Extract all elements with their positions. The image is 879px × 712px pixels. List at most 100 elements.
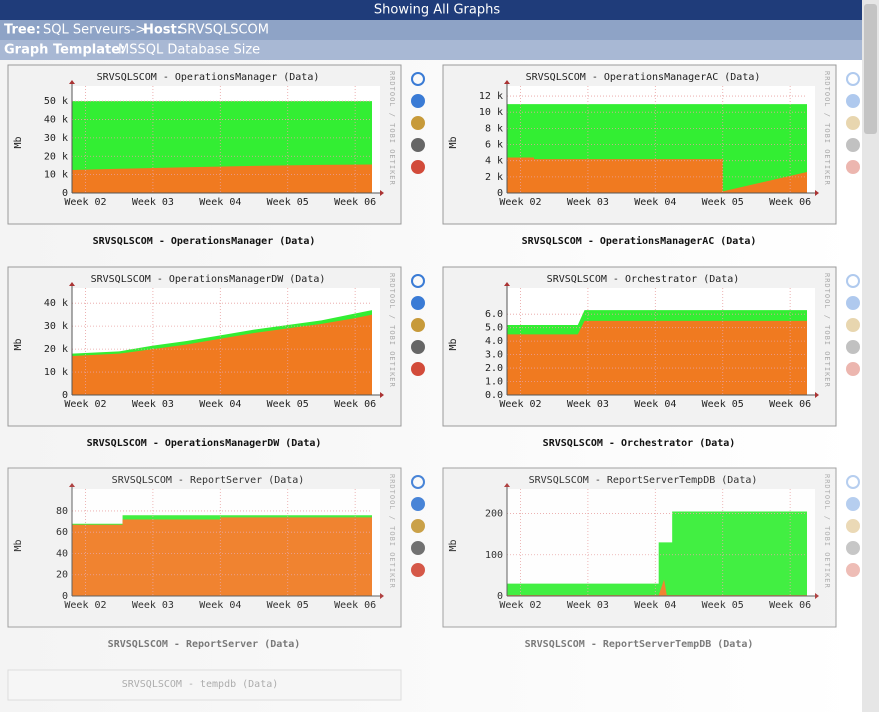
- y-tick-label: 0.0: [485, 390, 503, 401]
- y-tick-label: 60: [56, 527, 68, 538]
- graph-action-icon[interactable]: [846, 318, 860, 332]
- x-tick-label: Week 02: [499, 600, 541, 611]
- y-tick-label: 40: [56, 548, 68, 559]
- watermark: RRDTOOL / TOBI OETIKER: [388, 71, 396, 186]
- y-axis-label: Mb: [13, 136, 24, 148]
- graph-action-icon[interactable]: [411, 94, 425, 108]
- area: [72, 164, 372, 193]
- x-tick-label: Week 06: [334, 399, 376, 410]
- y-axis-label: Mb: [448, 136, 459, 148]
- graph-action-icon[interactable]: [411, 541, 425, 555]
- y-tick-label: 4 k: [485, 156, 503, 167]
- x-tick-label: Week 03: [567, 399, 609, 410]
- y-tick-label: 2 k: [485, 172, 503, 183]
- y-tick-label: 30 k: [44, 321, 68, 332]
- icon-shape: [846, 72, 860, 86]
- axis-arrow: [504, 282, 510, 286]
- icon-shape: [411, 138, 425, 152]
- graph-action-icon[interactable]: [846, 541, 860, 555]
- graph-action-icon[interactable]: [411, 563, 425, 577]
- page-title: Showing All Graphs: [374, 3, 500, 18]
- y-tick-label: 12 k: [479, 91, 503, 102]
- area: [72, 517, 372, 596]
- graph-action-icon[interactable]: [411, 519, 425, 533]
- graph-action-icon[interactable]: [411, 274, 425, 288]
- x-tick-label: Week 04: [634, 600, 676, 611]
- x-tick-label: Week 04: [199, 197, 241, 208]
- icon-shape: [411, 318, 425, 332]
- x-tick-label: Week 05: [702, 399, 744, 410]
- x-tick-label: Week 03: [567, 600, 609, 611]
- y-tick-label: 0: [497, 591, 503, 602]
- graph-action-icon[interactable]: [846, 519, 860, 533]
- icon-shape: [411, 160, 425, 174]
- graph-action-icon[interactable]: [411, 318, 425, 332]
- graph-action-icon[interactable]: [411, 296, 425, 310]
- graph-action-icon[interactable]: [411, 497, 425, 511]
- graph-caption: SRVSQLSCOM - OperationsManager (Data): [93, 235, 316, 247]
- graph-action-icon[interactable]: [846, 563, 860, 577]
- graph: 0 100 200 Week 02 Week 03 Week 04 Week 05 Week …: [442, 467, 860, 650]
- y-tick-label: 20: [56, 570, 68, 581]
- watermark: RRDTOOL / TOBI OETIKER: [388, 474, 396, 589]
- x-tick-label: Week 05: [267, 600, 309, 611]
- y-tick-label: 5.0: [485, 323, 503, 334]
- graph-action-icon[interactable]: [846, 116, 860, 130]
- x-tick-label: Week 04: [199, 399, 241, 410]
- graph: 0 2 k 4 k 6 k 8 k 10 k 12 k Week 02 Week 03 Week …: [442, 64, 860, 247]
- y-tick-label: 0: [62, 390, 68, 401]
- graph-action-icon[interactable]: [411, 475, 425, 489]
- graph-action-icon[interactable]: [411, 72, 425, 86]
- x-tick-label: Week 05: [702, 197, 744, 208]
- graph-action-icon[interactable]: [411, 340, 425, 354]
- y-tick-label: 200: [485, 509, 503, 520]
- scrollbar[interactable]: [862, 0, 879, 712]
- y-tick-label: 3.0: [485, 350, 503, 361]
- y-tick-label: 0: [62, 188, 68, 199]
- x-tick-label: Week 03: [132, 399, 174, 410]
- area: [507, 320, 807, 395]
- graph-action-icon[interactable]: [846, 362, 860, 376]
- title-bar: [0, 0, 862, 20]
- chart-title: SRVSQLSCOM - OperationsManagerAC (Data): [526, 72, 761, 83]
- graph-action-icon[interactable]: [846, 72, 860, 86]
- watermark: RRDTOOL / TOBI OETIKER: [823, 474, 831, 589]
- y-tick-label: 80: [56, 506, 68, 517]
- graph-action-icon[interactable]: [846, 160, 860, 174]
- watermark: RRDTOOL / TOBI OETIKER: [823, 273, 831, 388]
- graph-action-icon[interactable]: [846, 138, 860, 152]
- graph-action-icon[interactable]: [411, 138, 425, 152]
- x-tick-label: Week 03: [132, 197, 174, 208]
- graph-action-icon[interactable]: [846, 274, 860, 288]
- graph-action-icon[interactable]: [846, 296, 860, 310]
- chart-title: SRVSQLSCOM - OperationsManagerDW (Data): [91, 274, 326, 285]
- icon-shape: [846, 340, 860, 354]
- y-tick-label: 20 k: [44, 151, 68, 162]
- x-tick-label: Week 05: [267, 197, 309, 208]
- icon-shape: [846, 497, 860, 511]
- scroll-thumb[interactable]: [864, 4, 877, 134]
- graph-action-icon[interactable]: [411, 116, 425, 130]
- graph-action-icon[interactable]: [846, 497, 860, 511]
- y-tick-label: 40 k: [44, 298, 68, 309]
- axis-arrow: [69, 483, 75, 487]
- template-bar: [0, 40, 862, 60]
- x-tick-label: Week 04: [634, 197, 676, 208]
- graph-action-icon[interactable]: [411, 362, 425, 376]
- y-tick-label: 8 k: [485, 123, 503, 134]
- graph-action-icon[interactable]: [411, 160, 425, 174]
- axis-arrow: [504, 80, 510, 84]
- partial-title: SRVSQLSCOM - tempdb (Data): [122, 679, 279, 690]
- x-tick-label: Week 03: [567, 197, 609, 208]
- icon-shape: [846, 138, 860, 152]
- x-tick-label: Week 06: [769, 399, 811, 410]
- host-name: SRVSQLSCOM: [179, 23, 269, 38]
- y-tick-label: 40 k: [44, 115, 68, 126]
- graph-action-icon[interactable]: [846, 94, 860, 108]
- x-tick-label: Week 06: [334, 197, 376, 208]
- watermark: RRDTOOL / TOBI OETIKER: [823, 71, 831, 186]
- host-label: Host:: [143, 23, 182, 38]
- axis-arrow: [815, 392, 819, 398]
- graph-action-icon[interactable]: [846, 475, 860, 489]
- graph-action-icon[interactable]: [846, 340, 860, 354]
